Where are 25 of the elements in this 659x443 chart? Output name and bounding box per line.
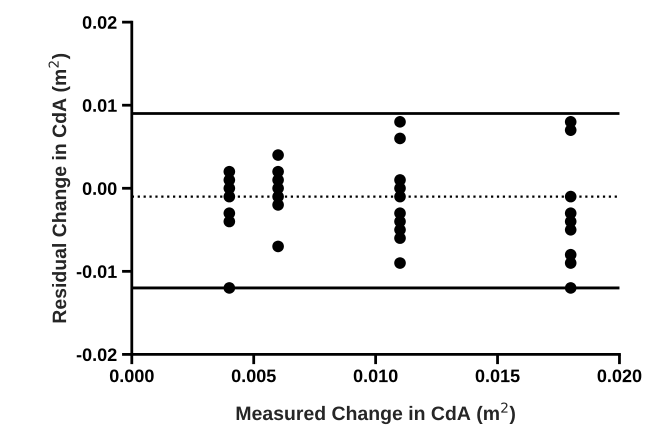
x-tick-label: 0.020 <box>598 369 642 382</box>
point <box>272 199 284 211</box>
point <box>224 216 236 228</box>
x-tick-label: 0.010 <box>354 369 398 382</box>
point <box>564 124 577 136</box>
point <box>272 149 284 161</box>
y-tick-label: -0.01 <box>76 265 117 278</box>
y-axis-title: Residual Change in CdA (m$^{2}$) <box>48 54 70 322</box>
y-tick-label: 0.02 <box>82 16 116 29</box>
point <box>564 257 577 269</box>
point <box>394 257 406 269</box>
point <box>394 132 406 144</box>
y-tick-label: 0.01 <box>82 99 117 112</box>
x-axis-title: Measured Change in CdA (m$^{2}$) <box>236 402 515 424</box>
point <box>224 190 236 202</box>
point <box>564 190 577 202</box>
point <box>224 282 236 294</box>
x-tick-label: 0.005 <box>232 369 276 382</box>
y-tick-label: 0.00 <box>82 182 116 195</box>
point <box>272 240 284 252</box>
y-tick-label: -0.02 <box>76 348 116 362</box>
x-tick-label: 0.015 <box>476 369 520 382</box>
point <box>564 282 577 294</box>
x-tick-label: 0.000 <box>110 369 154 382</box>
point <box>394 116 406 128</box>
